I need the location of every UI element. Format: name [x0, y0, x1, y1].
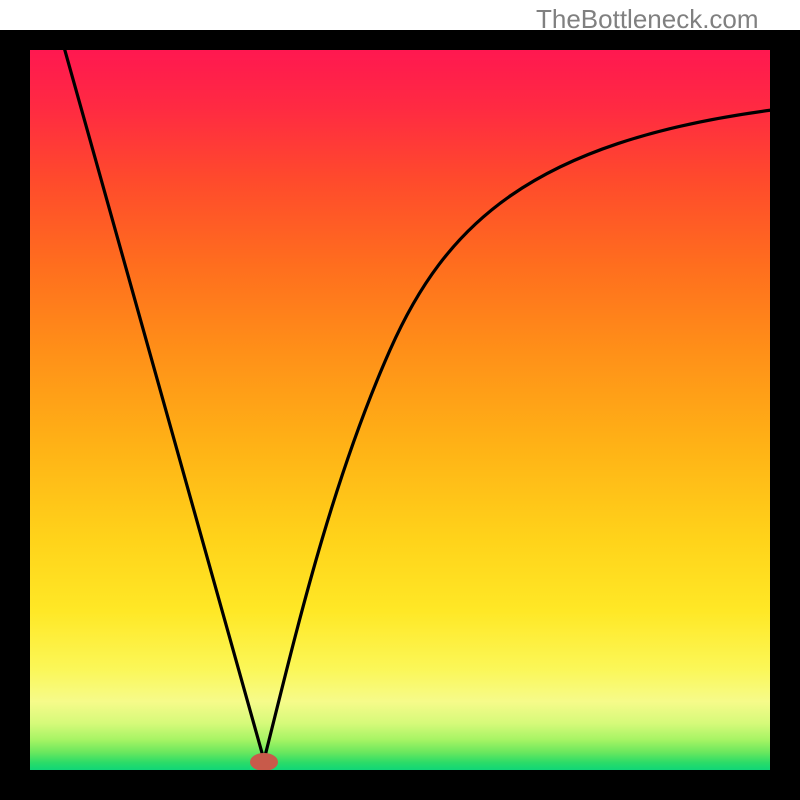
border-left	[0, 30, 30, 800]
plot-area	[30, 50, 770, 770]
chart-root: TheBottleneck.com	[0, 0, 800, 800]
border-right	[770, 30, 800, 800]
border-top	[0, 30, 800, 50]
border-bottom	[0, 770, 800, 800]
curve-layer	[30, 50, 770, 770]
curve-left-segment	[62, 50, 264, 760]
minimum-marker	[250, 753, 278, 770]
curve-right-segment	[264, 110, 770, 760]
